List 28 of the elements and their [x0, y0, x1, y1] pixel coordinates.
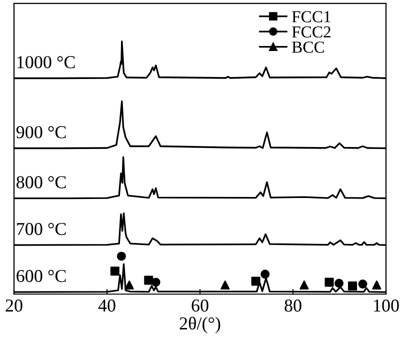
series-label: 600 °C: [16, 270, 66, 282]
point: [124, 280, 134, 290]
legend-label: BCC: [292, 42, 324, 53]
x-tick-label: 20: [6, 300, 22, 312]
point: [151, 278, 160, 287]
point: [260, 270, 270, 279]
point: [144, 276, 154, 285]
legend-label: FCC2: [292, 26, 330, 38]
x-tick-label: 80: [284, 300, 302, 312]
x-axis-title: 2θ/(°): [180, 316, 220, 334]
point: [110, 266, 120, 276]
point: [300, 280, 309, 290]
point: [324, 278, 334, 287]
x-tick-label: 60: [192, 300, 208, 312]
x-tick-label: 100: [374, 300, 399, 312]
series-label: 900 °C: [16, 126, 66, 138]
point: [358, 280, 368, 289]
series-label: 700 °C: [17, 222, 66, 236]
point: [116, 252, 126, 261]
x-tick-label: 40: [98, 300, 116, 312]
point: [348, 282, 358, 291]
series-label: 1000 °C: [17, 56, 75, 68]
series-label: 800 °C: [16, 176, 66, 188]
legend-label: FCC1: [292, 11, 330, 22]
point: [372, 280, 382, 290]
point: [251, 276, 260, 286]
point: [220, 280, 230, 290]
point: [334, 278, 344, 288]
